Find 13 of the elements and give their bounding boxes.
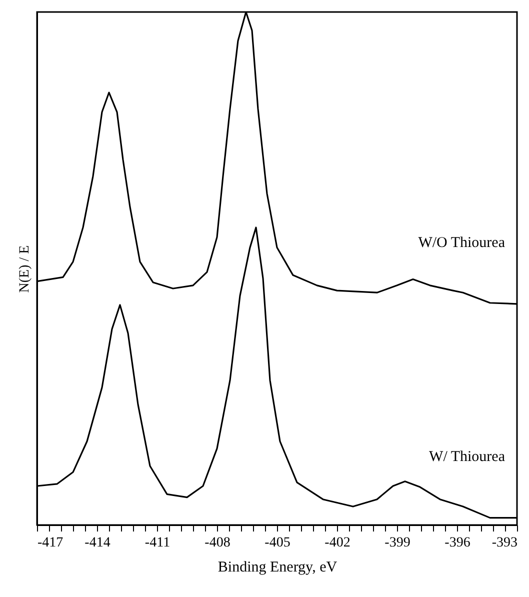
x-axis-title: Binding Energy, eV	[218, 560, 338, 576]
x-tick-label: -411	[144, 536, 170, 550]
x-tick-label: -414	[84, 536, 110, 550]
x-tick-label: -408	[204, 536, 230, 550]
series-label: W/ Thiourea	[429, 448, 506, 465]
x-tick-label: -405	[264, 536, 290, 550]
series-label: W/O Thiourea	[418, 234, 506, 251]
x-tick-label: -402	[324, 536, 350, 550]
x-tick-label: -399	[384, 536, 410, 550]
y-axis-title: N(E) / E	[18, 245, 32, 293]
x-tick-label: -393	[492, 536, 518, 550]
x-tick-label: -417	[38, 536, 64, 550]
x-tick-label: -396	[444, 536, 470, 550]
